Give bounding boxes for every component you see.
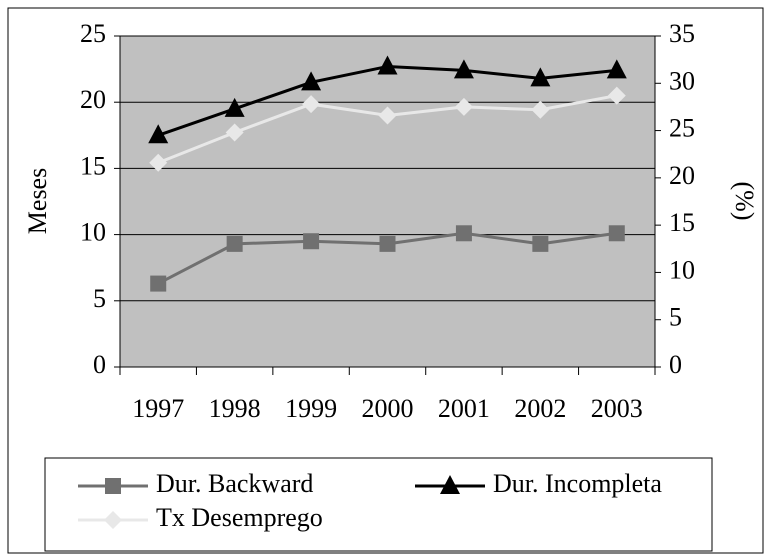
marker [531,100,550,119]
x-tick-label: 1997 [132,394,184,423]
marker [607,86,626,105]
y2-tick-label: 35 [669,19,695,48]
y-tick-label: 10 [80,218,106,247]
y2-tick-label: 10 [669,255,695,284]
marker [302,95,321,114]
x-tick-label: 2001 [438,394,490,423]
x-tick-label: 2003 [591,394,643,423]
marker [440,475,460,494]
y-tick-label: 15 [80,151,106,180]
x-tick-label: 1998 [209,394,261,423]
marker [150,275,167,292]
y-tick-label: 25 [80,19,106,48]
y2-tick-label: 15 [669,208,695,237]
legend-label: Dur. Backward [156,469,313,498]
y2-tick-label: 30 [669,66,695,95]
plot-area [119,35,656,368]
y2-tick-label: 0 [669,350,682,379]
marker [149,153,168,172]
marker [303,233,320,250]
x-tick-label: 2002 [514,394,566,423]
marker [105,478,121,494]
marker [377,55,398,75]
marker [530,67,551,87]
y2-tick-label: 25 [669,114,695,143]
legend-label: Tx Desemprego [156,503,323,532]
y-tick-label: 5 [93,284,106,313]
y2-tick-label: 5 [669,303,682,332]
y2-tick-label: 20 [669,161,695,190]
marker [379,235,396,252]
marker [454,97,473,116]
marker [301,71,322,91]
y-axis-label: Meses [23,168,52,234]
marker [608,225,625,242]
marker [148,124,169,144]
y2-axis-label: (%) [730,182,759,221]
legend-box [44,457,713,552]
marker [226,235,243,252]
marker [606,59,627,79]
x-tick-label: 2000 [362,394,414,423]
marker [453,59,474,79]
y-tick-label: 20 [80,85,106,114]
x-tick-label: 1999 [285,394,337,423]
marker [455,225,472,242]
y-tick-label: 0 [93,350,106,379]
marker [378,106,397,125]
marker [225,123,244,142]
marker [532,235,549,252]
legend-label: Dur. Incompleta [493,469,662,498]
marker [224,97,245,117]
marker [104,511,122,529]
